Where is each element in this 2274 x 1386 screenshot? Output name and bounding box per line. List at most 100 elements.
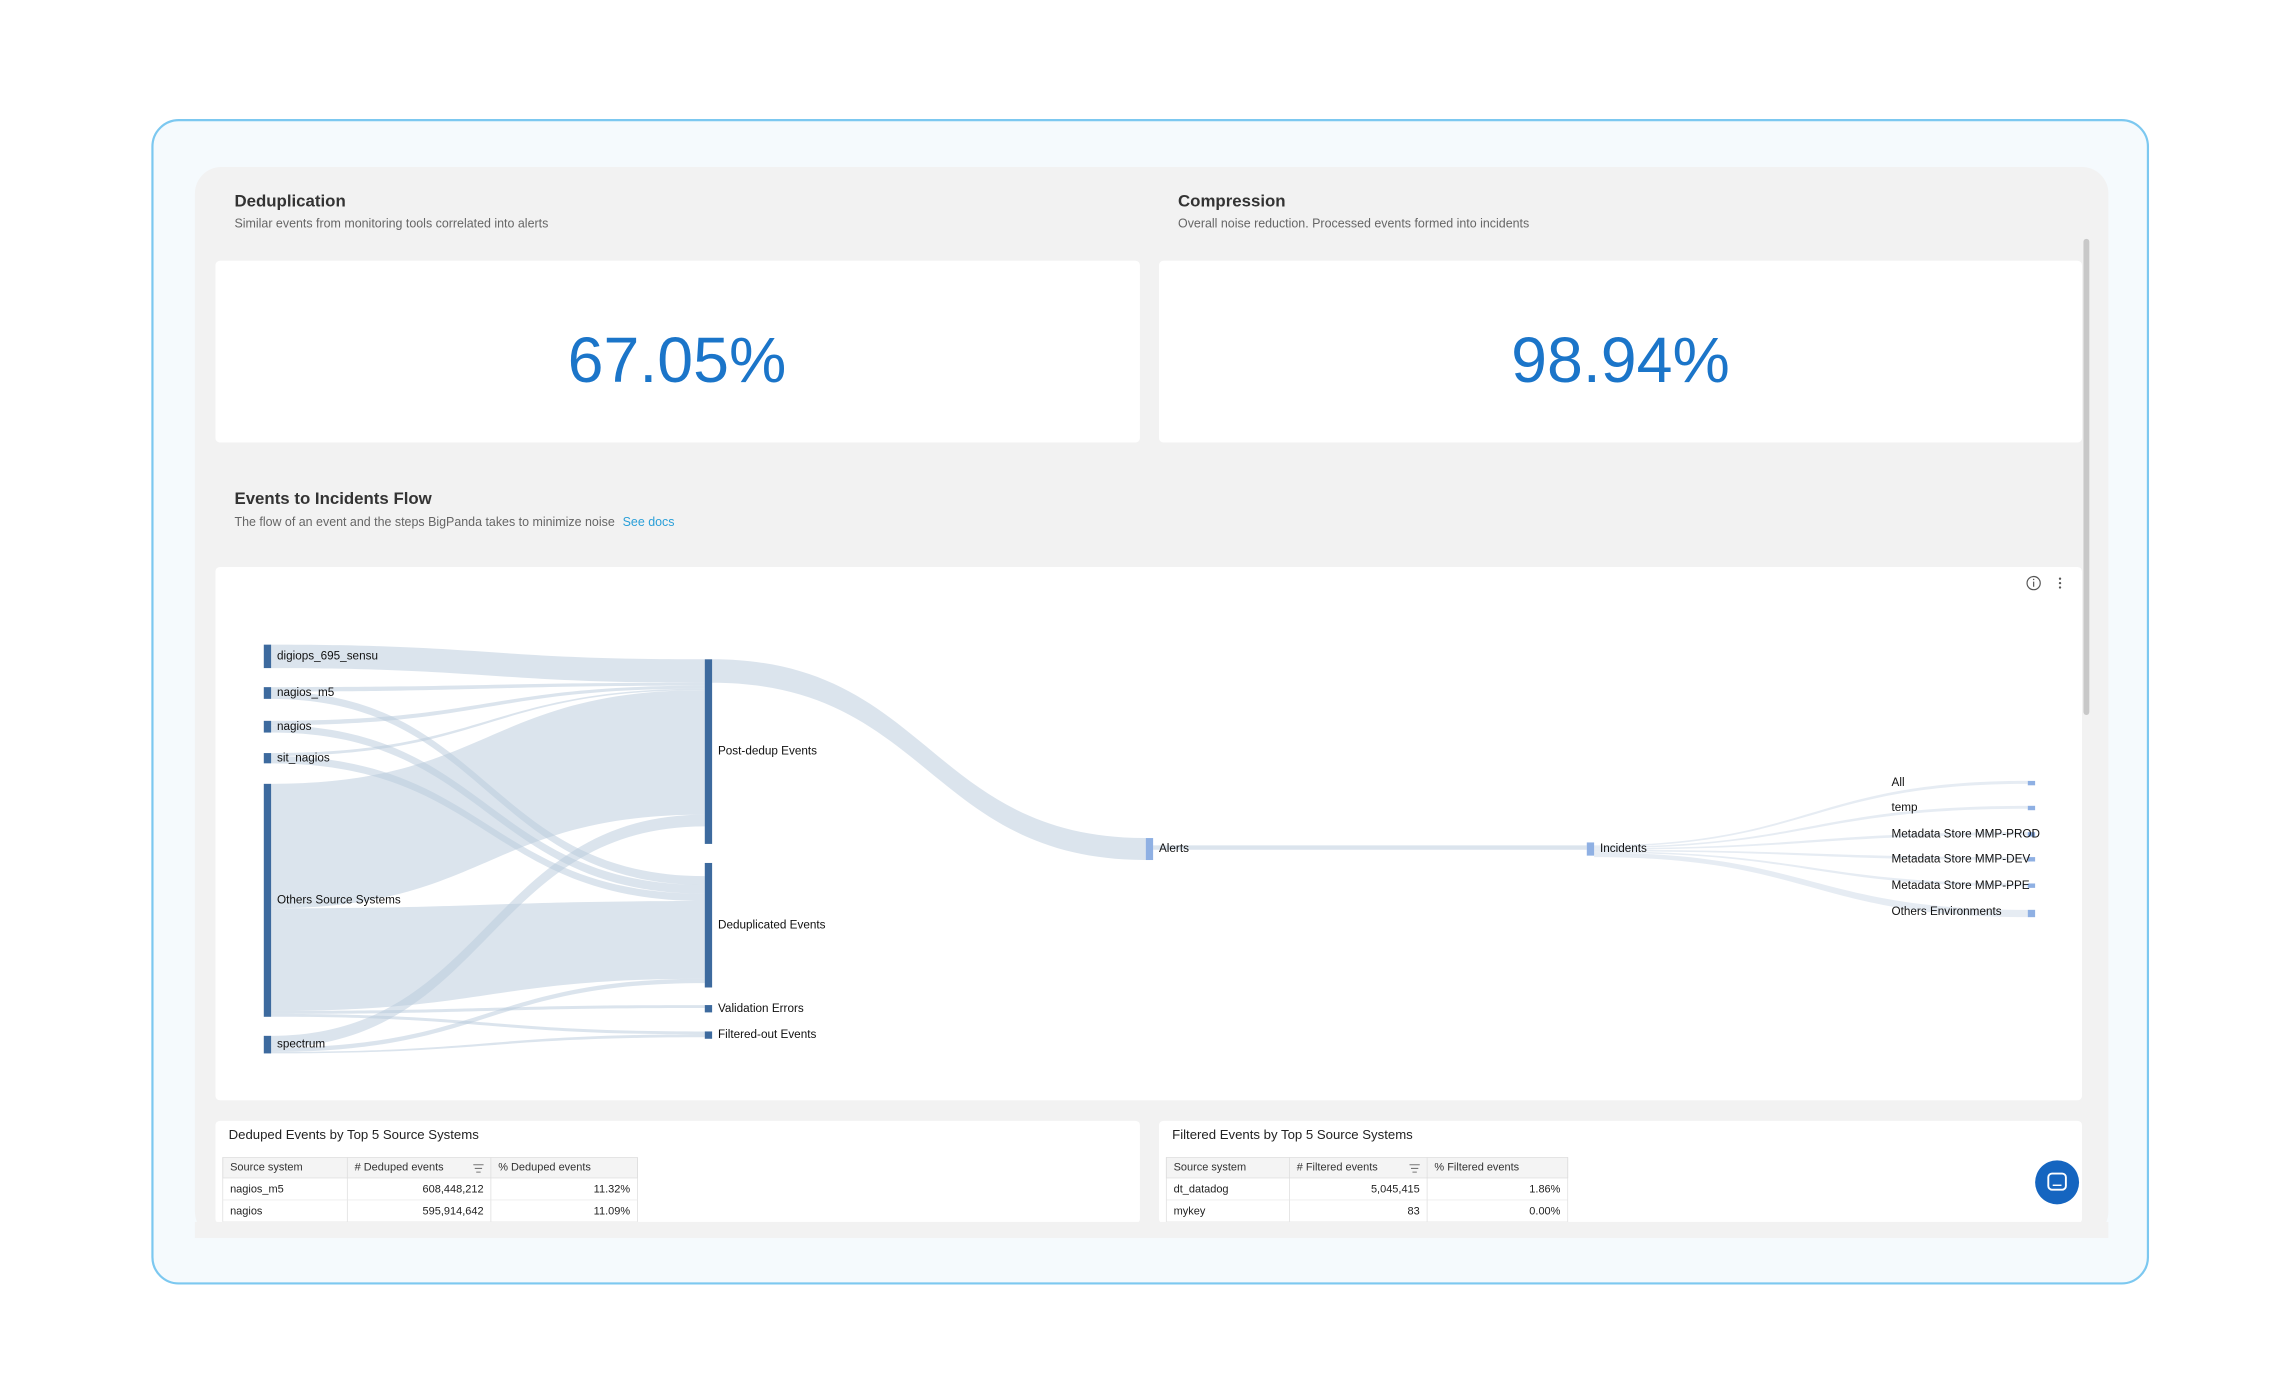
node-label: Metadata Store MMP-PROD	[1892, 827, 2040, 840]
column-header: # Deduped events	[355, 1162, 445, 1174]
node-label: All	[1892, 776, 1905, 789]
node-label: nagios	[277, 720, 312, 733]
table-title: Deduped Events by Top 5 Source Systems	[229, 1127, 480, 1142]
column-header: # Filtered events	[1297, 1162, 1379, 1174]
sankey-node	[2027, 883, 2036, 888]
info-icon[interactable]	[2026, 575, 2041, 591]
sankey-link	[1594, 832, 2028, 850]
table-cell: 608,448,212	[423, 1184, 484, 1196]
sankey-node	[704, 1005, 713, 1013]
card-subtitle: Similar events from monitoring tools cor…	[234, 216, 548, 230]
card-title: Compression	[1178, 192, 1286, 211]
sankey-node	[2027, 857, 2036, 862]
table-cell: 83	[1408, 1206, 1420, 1218]
node-label: temp	[1892, 801, 1919, 814]
table-panel	[215, 1120, 1140, 1224]
node-label: Metadata Store MMP-PPE	[1892, 879, 2030, 892]
sankey-node	[263, 644, 272, 669]
sankey-link	[271, 688, 705, 756]
scrollbar[interactable]	[2083, 238, 2090, 715]
sankey-link	[1594, 805, 2028, 849]
sankey-link	[271, 1034, 705, 1054]
node-label: Deduplicated Events	[718, 918, 826, 931]
column-header: Source system	[230, 1162, 303, 1174]
table-cell: nagios_m5	[230, 1184, 284, 1196]
subtitle-text: The flow of an event and the steps BigPa…	[234, 515, 614, 529]
sankey-link	[271, 1005, 705, 1014]
table-panel	[1158, 1120, 2082, 1224]
chat-button[interactable]	[2035, 1160, 2080, 1205]
card-value: 98.94%	[1511, 324, 1730, 396]
sankey-node	[704, 1031, 713, 1039]
sankey-link	[271, 682, 705, 692]
sankey-link	[271, 685, 705, 726]
sankey-link	[1594, 780, 2028, 847]
sankey-link	[271, 644, 705, 683]
sankey-node	[2027, 909, 2036, 918]
node-label: Validation Errors	[718, 1002, 804, 1015]
sankey-node	[263, 783, 272, 1017]
sort-icon	[1409, 1164, 1420, 1173]
card	[1158, 260, 2082, 443]
menu-icon[interactable]	[2058, 577, 2062, 589]
sankey-node	[704, 659, 713, 844]
sankey-node	[1145, 838, 1154, 861]
sankey-node	[263, 720, 272, 733]
node-label: digiops_695_sensu	[277, 649, 378, 662]
sankey-node	[2027, 805, 2036, 811]
card	[215, 260, 1140, 443]
sankey-node	[263, 687, 272, 699]
node-label: Others Source Systems	[277, 893, 401, 906]
table-cell: 5,045,415	[1371, 1184, 1420, 1196]
sankey-node	[263, 1035, 272, 1054]
section-subtitle: The flow of an event and the steps BigPa…	[234, 515, 674, 529]
node-label: Post-dedup Events	[718, 745, 817, 758]
table-cell: mykey	[1174, 1206, 1206, 1218]
card-title: Deduplication	[234, 192, 345, 211]
table-cell: 11.09%	[594, 1206, 631, 1218]
column-header: Source system	[1174, 1162, 1247, 1174]
docs-link[interactable]: See docs	[623, 515, 675, 529]
card-value: 67.05%	[568, 324, 787, 396]
sankey-link	[712, 659, 1146, 861]
sankey-node	[2027, 780, 2036, 786]
column-header: % Deduped events	[498, 1162, 591, 1174]
sankey-link	[1594, 852, 2028, 918]
node-label: sit_nagios	[277, 751, 330, 764]
section-title: Events to Incidents Flow	[234, 489, 432, 508]
table-title: Filtered Events by Top 5 Source Systems	[1172, 1127, 1413, 1142]
sankey-link	[271, 690, 705, 909]
sankey-link	[1594, 851, 2028, 887]
node-label: Metadata Store MMP-DEV	[1892, 852, 2031, 865]
sankey-link	[271, 814, 705, 1048]
node-label: Others Environments	[1892, 905, 2002, 918]
sankey-node	[704, 862, 713, 988]
sankey-node	[1586, 842, 1595, 856]
node-label: Filtered-out Events	[718, 1028, 816, 1041]
sankey-link	[271, 1013, 705, 1035]
column-header: % Filtered events	[1434, 1162, 1519, 1174]
sankey-node	[263, 753, 272, 764]
table-cell: 595,914,642	[423, 1206, 484, 1218]
sort-icon	[473, 1164, 484, 1173]
tables: Deduped Events by Top 5 Source Systems So…	[222, 1127, 1569, 1223]
node-label: Alerts	[1159, 842, 1189, 855]
sankey-link	[271, 901, 705, 1011]
node-label: nagios_m5	[277, 686, 335, 699]
card-subtitle: Overall noise reduction. Processed event…	[1178, 216, 1529, 230]
sankey-node	[2027, 832, 2036, 837]
sankey-link	[1594, 849, 2028, 861]
clip-edge	[194, 1221, 2109, 1239]
table-cell: nagios	[230, 1206, 263, 1218]
node-label: Incidents	[1600, 842, 1647, 855]
table-cell: 0.00%	[1529, 1206, 1560, 1218]
table-cell: dt_datadog	[1174, 1184, 1229, 1196]
sankey-links	[271, 644, 2028, 1054]
node-label: spectrum	[277, 1038, 325, 1051]
sankey-link	[1153, 845, 1587, 850]
table-cell: 1.86%	[1529, 1184, 1560, 1196]
table-cell: 11.32%	[594, 1184, 631, 1196]
sankey-link	[271, 978, 705, 1052]
